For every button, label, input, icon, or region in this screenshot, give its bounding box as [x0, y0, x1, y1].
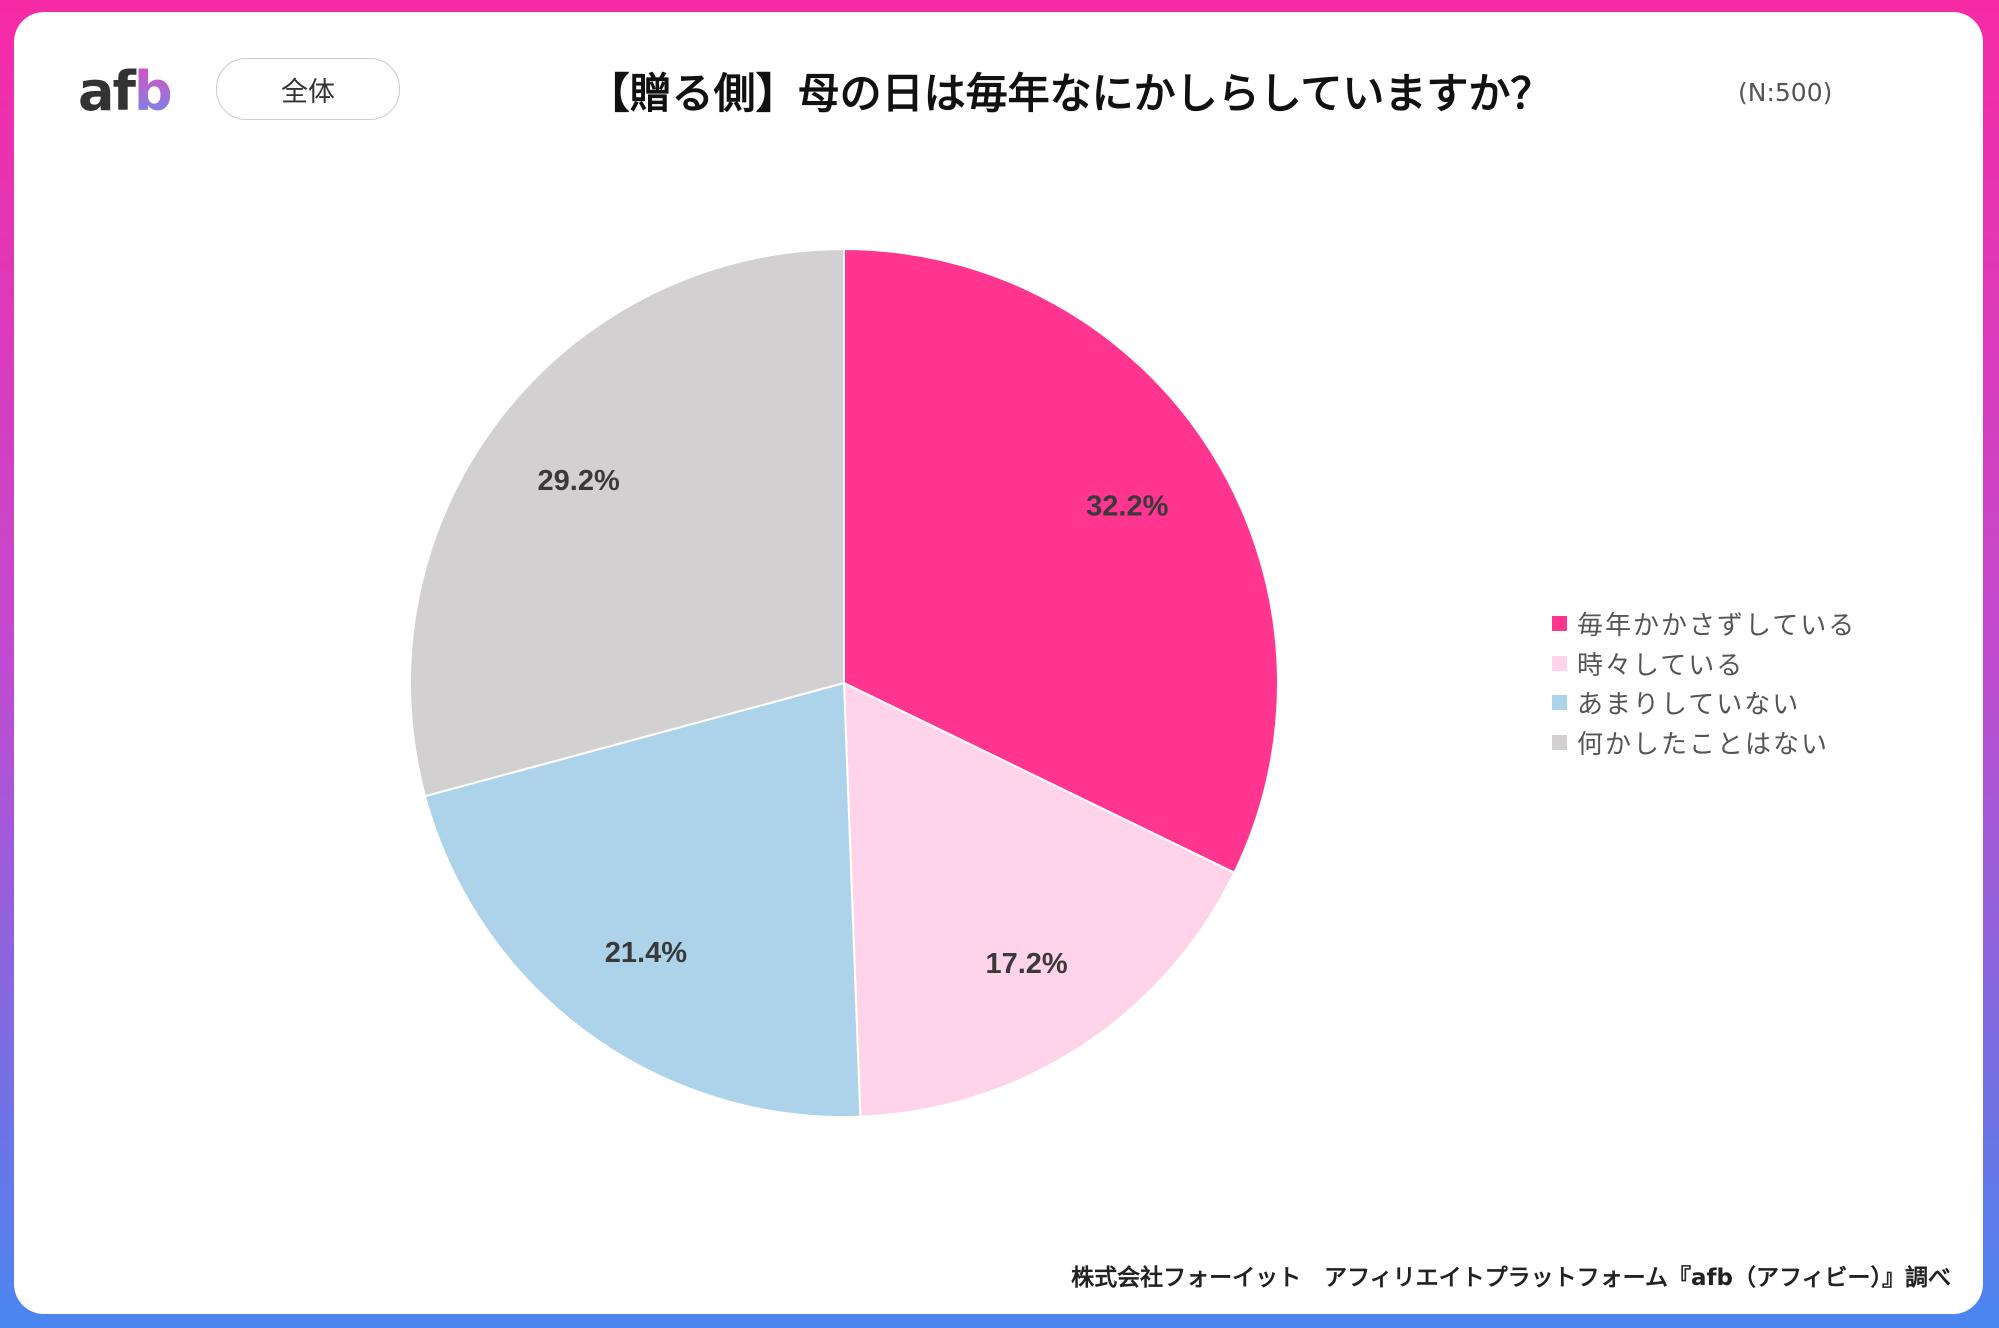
legend-swatch: [1552, 655, 1567, 671]
legend-label: 時々している: [1577, 650, 1745, 681]
pie-slice: [409, 247, 845, 798]
data-label: 32.2%: [1086, 491, 1168, 523]
legend-label: あまりしていない: [1577, 690, 1801, 721]
data-label: 29.2%: [538, 465, 620, 497]
chart-title: 【贈る側】母の日は毎年なにかしらしていますか？: [587, 69, 1553, 118]
legend-item: 毎年かかさずしている: [1552, 604, 1856, 644]
legend: 毎年かかさずしている 時々している あまりしていない 何かしたことはない: [1552, 604, 1856, 762]
source-credit: 株式会社フォーイット アフィリエイトプラットフォーム『afb（アフィビー）』調べ: [1071, 1265, 1951, 1291]
legend-label: 何かしたことはない: [1577, 729, 1830, 760]
pie-slice: [842, 681, 1236, 1118]
legend-item: 時々している: [1552, 644, 1856, 684]
sample-size: (N:500): [1738, 78, 1833, 107]
legend-label: 毎年かかさずしている: [1577, 611, 1857, 642]
legend-swatch: [1552, 734, 1567, 750]
legend-swatch: [1552, 695, 1567, 711]
pie-slice: [843, 247, 1279, 875]
afb-logo: afb: [78, 60, 173, 123]
segment-badge: 全体: [216, 58, 400, 120]
legend-item: あまりしていない: [1552, 683, 1856, 723]
pie-slice: [423, 681, 862, 1118]
legend-swatch: [1552, 616, 1567, 632]
data-label: 21.4%: [605, 937, 687, 969]
data-label: 17.2%: [985, 948, 1067, 980]
legend-item: 何かしたことはない: [1552, 723, 1856, 763]
